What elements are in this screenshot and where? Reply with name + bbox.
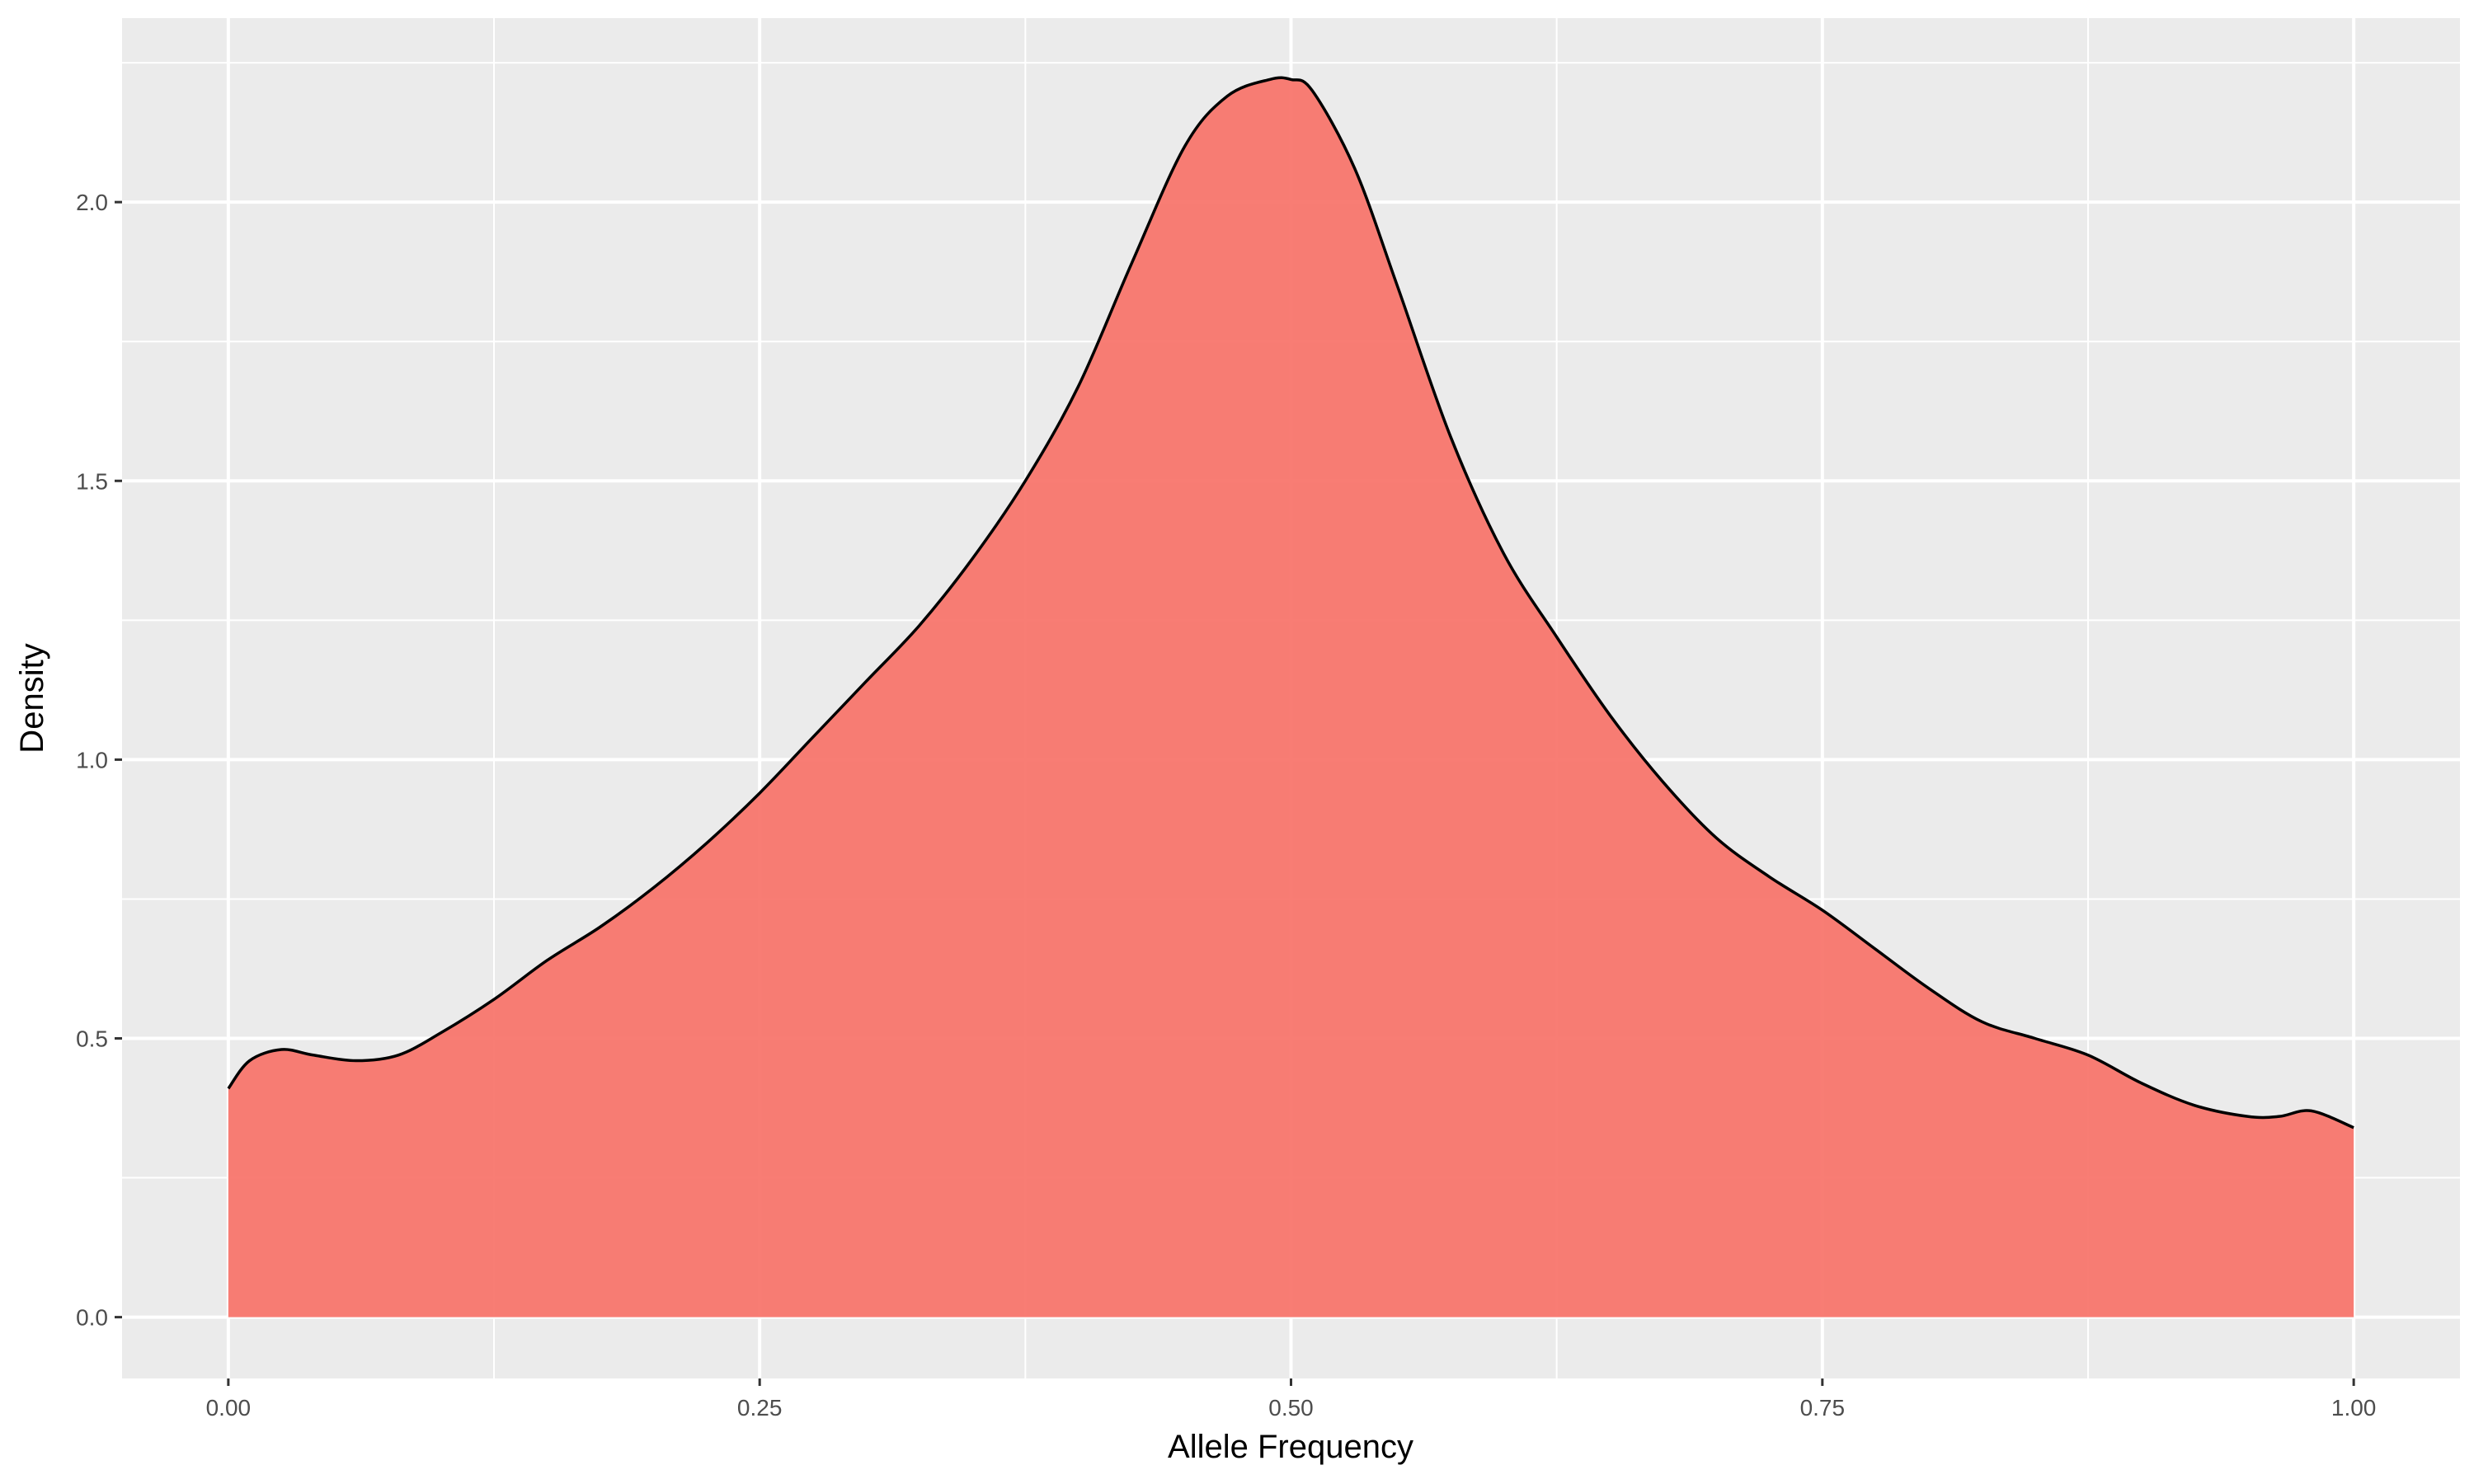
y-tick-label: 0.0 bbox=[76, 1305, 108, 1331]
density-line bbox=[227, 76, 2354, 1129]
y-tick-label: 0.5 bbox=[76, 1026, 108, 1052]
x-tick-label: 0.25 bbox=[737, 1395, 783, 1421]
density-area-layer bbox=[227, 76, 2354, 1317]
y-tick-label: 1.0 bbox=[76, 747, 108, 773]
y-tick-label: 1.5 bbox=[76, 468, 108, 494]
y-axis-ticks: 0.0 0.5 1.0 1.5 2.0 bbox=[76, 190, 122, 1331]
x-tick-label: 0.50 bbox=[1268, 1395, 1314, 1421]
x-axis-ticks: 0.00 0.25 0.50 0.75 1.00 bbox=[206, 1378, 2377, 1421]
y-tick-label: 2.0 bbox=[76, 190, 108, 215]
y-axis-title: Density bbox=[14, 643, 50, 753]
x-tick-label: 0.00 bbox=[206, 1395, 252, 1421]
x-axis-title: Allele Frequency bbox=[1168, 1429, 1413, 1465]
density-area bbox=[228, 77, 2354, 1317]
x-tick-label: 1.00 bbox=[2331, 1395, 2377, 1421]
x-tick-label: 0.75 bbox=[1800, 1395, 1846, 1421]
